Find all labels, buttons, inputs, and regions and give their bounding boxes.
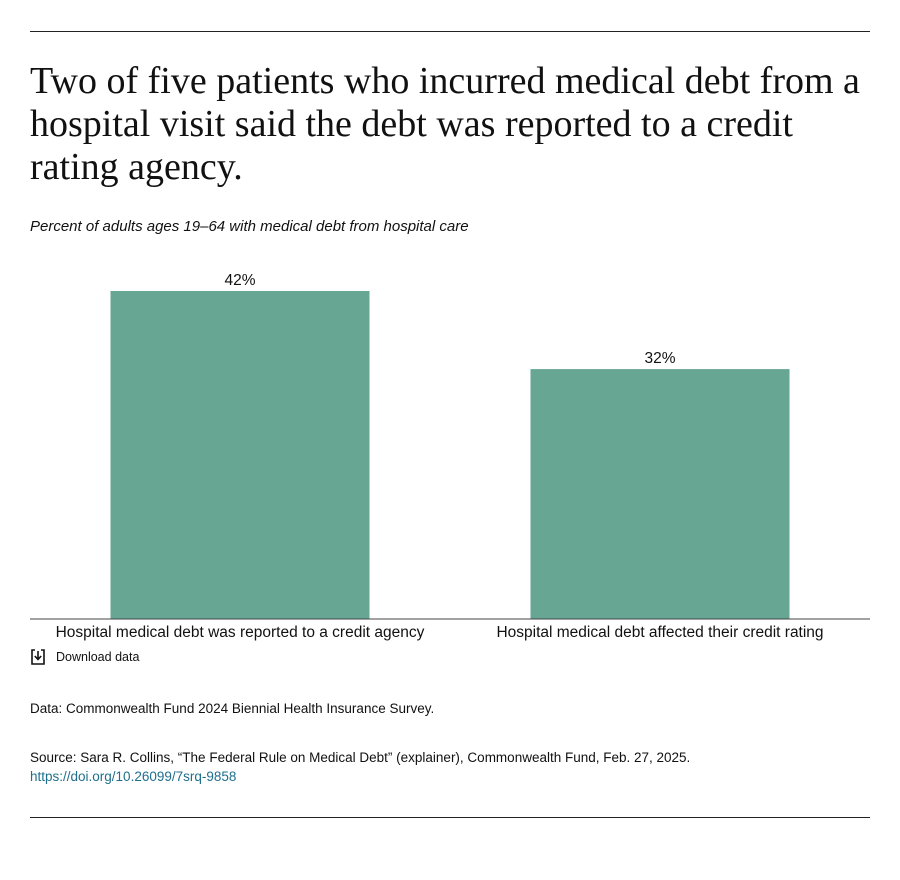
download-data-label: Download data (56, 650, 140, 664)
bar-2 (530, 369, 790, 619)
download-data-button[interactable]: Download data (30, 648, 139, 666)
source-note: Source: Sara R. Collins, “The Federal Ru… (30, 748, 870, 786)
chart-title: Two of five patients who incurred medica… (30, 60, 860, 188)
bar-value-label-2: 32% (644, 350, 675, 367)
top-rule (30, 31, 870, 32)
source-doi-link[interactable]: https://doi.org/10.26099/7srq-9858 (30, 769, 237, 784)
category-label-2: Hospital medical debt affected their cre… (496, 624, 823, 641)
bar-1 (110, 291, 370, 619)
download-icon (30, 648, 46, 666)
category-label-1: Hospital medical debt was reported to a … (56, 624, 425, 641)
chart-subtitle: Percent of adults ages 19–64 with medica… (30, 218, 469, 235)
bottom-rule (30, 817, 870, 818)
bar-value-label-1: 42% (224, 272, 255, 289)
source-text: Source: Sara R. Collins, “The Federal Ru… (30, 750, 691, 765)
data-note: Data: Commonwealth Fund 2024 Biennial He… (30, 701, 435, 716)
